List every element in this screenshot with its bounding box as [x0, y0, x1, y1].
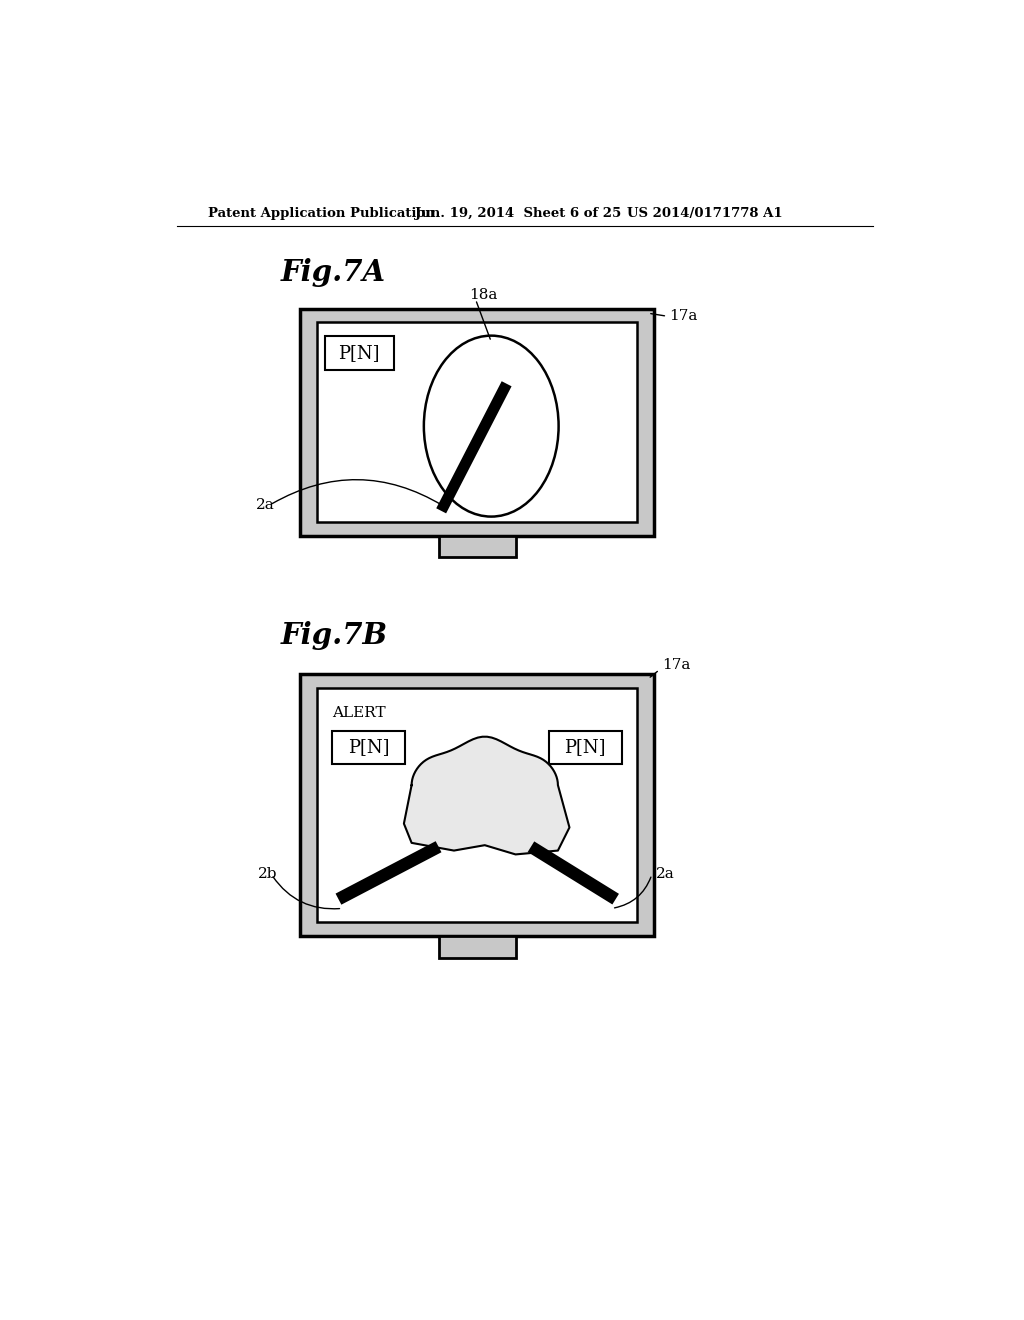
Bar — [549, 730, 622, 764]
Polygon shape — [403, 737, 569, 854]
Text: 2a: 2a — [256, 498, 274, 512]
Text: 17a: 17a — [670, 309, 698, 323]
Text: P[N]: P[N] — [348, 738, 389, 756]
Text: 18a: 18a — [469, 288, 498, 302]
Bar — [316, 322, 637, 521]
Bar — [300, 675, 654, 936]
Text: ALERT: ALERT — [333, 706, 386, 719]
Text: 2a: 2a — [655, 867, 675, 882]
Text: US 2014/0171778 A1: US 2014/0171778 A1 — [628, 207, 782, 220]
Bar — [333, 730, 406, 764]
Bar — [316, 688, 637, 923]
Bar — [438, 936, 515, 958]
Text: Patent Application Publication: Patent Application Publication — [208, 207, 434, 220]
Text: 2b: 2b — [258, 867, 278, 882]
Bar — [438, 536, 515, 557]
Text: Fig.7B: Fig.7B — [281, 622, 388, 651]
Bar — [325, 337, 394, 370]
Text: Jun. 19, 2014  Sheet 6 of 25: Jun. 19, 2014 Sheet 6 of 25 — [416, 207, 622, 220]
Text: P[N]: P[N] — [339, 345, 380, 362]
Text: Fig.7A: Fig.7A — [281, 257, 386, 286]
Text: P[N]: P[N] — [564, 738, 606, 756]
Bar — [300, 309, 654, 536]
Text: 17a: 17a — [662, 659, 690, 672]
Ellipse shape — [424, 335, 559, 516]
